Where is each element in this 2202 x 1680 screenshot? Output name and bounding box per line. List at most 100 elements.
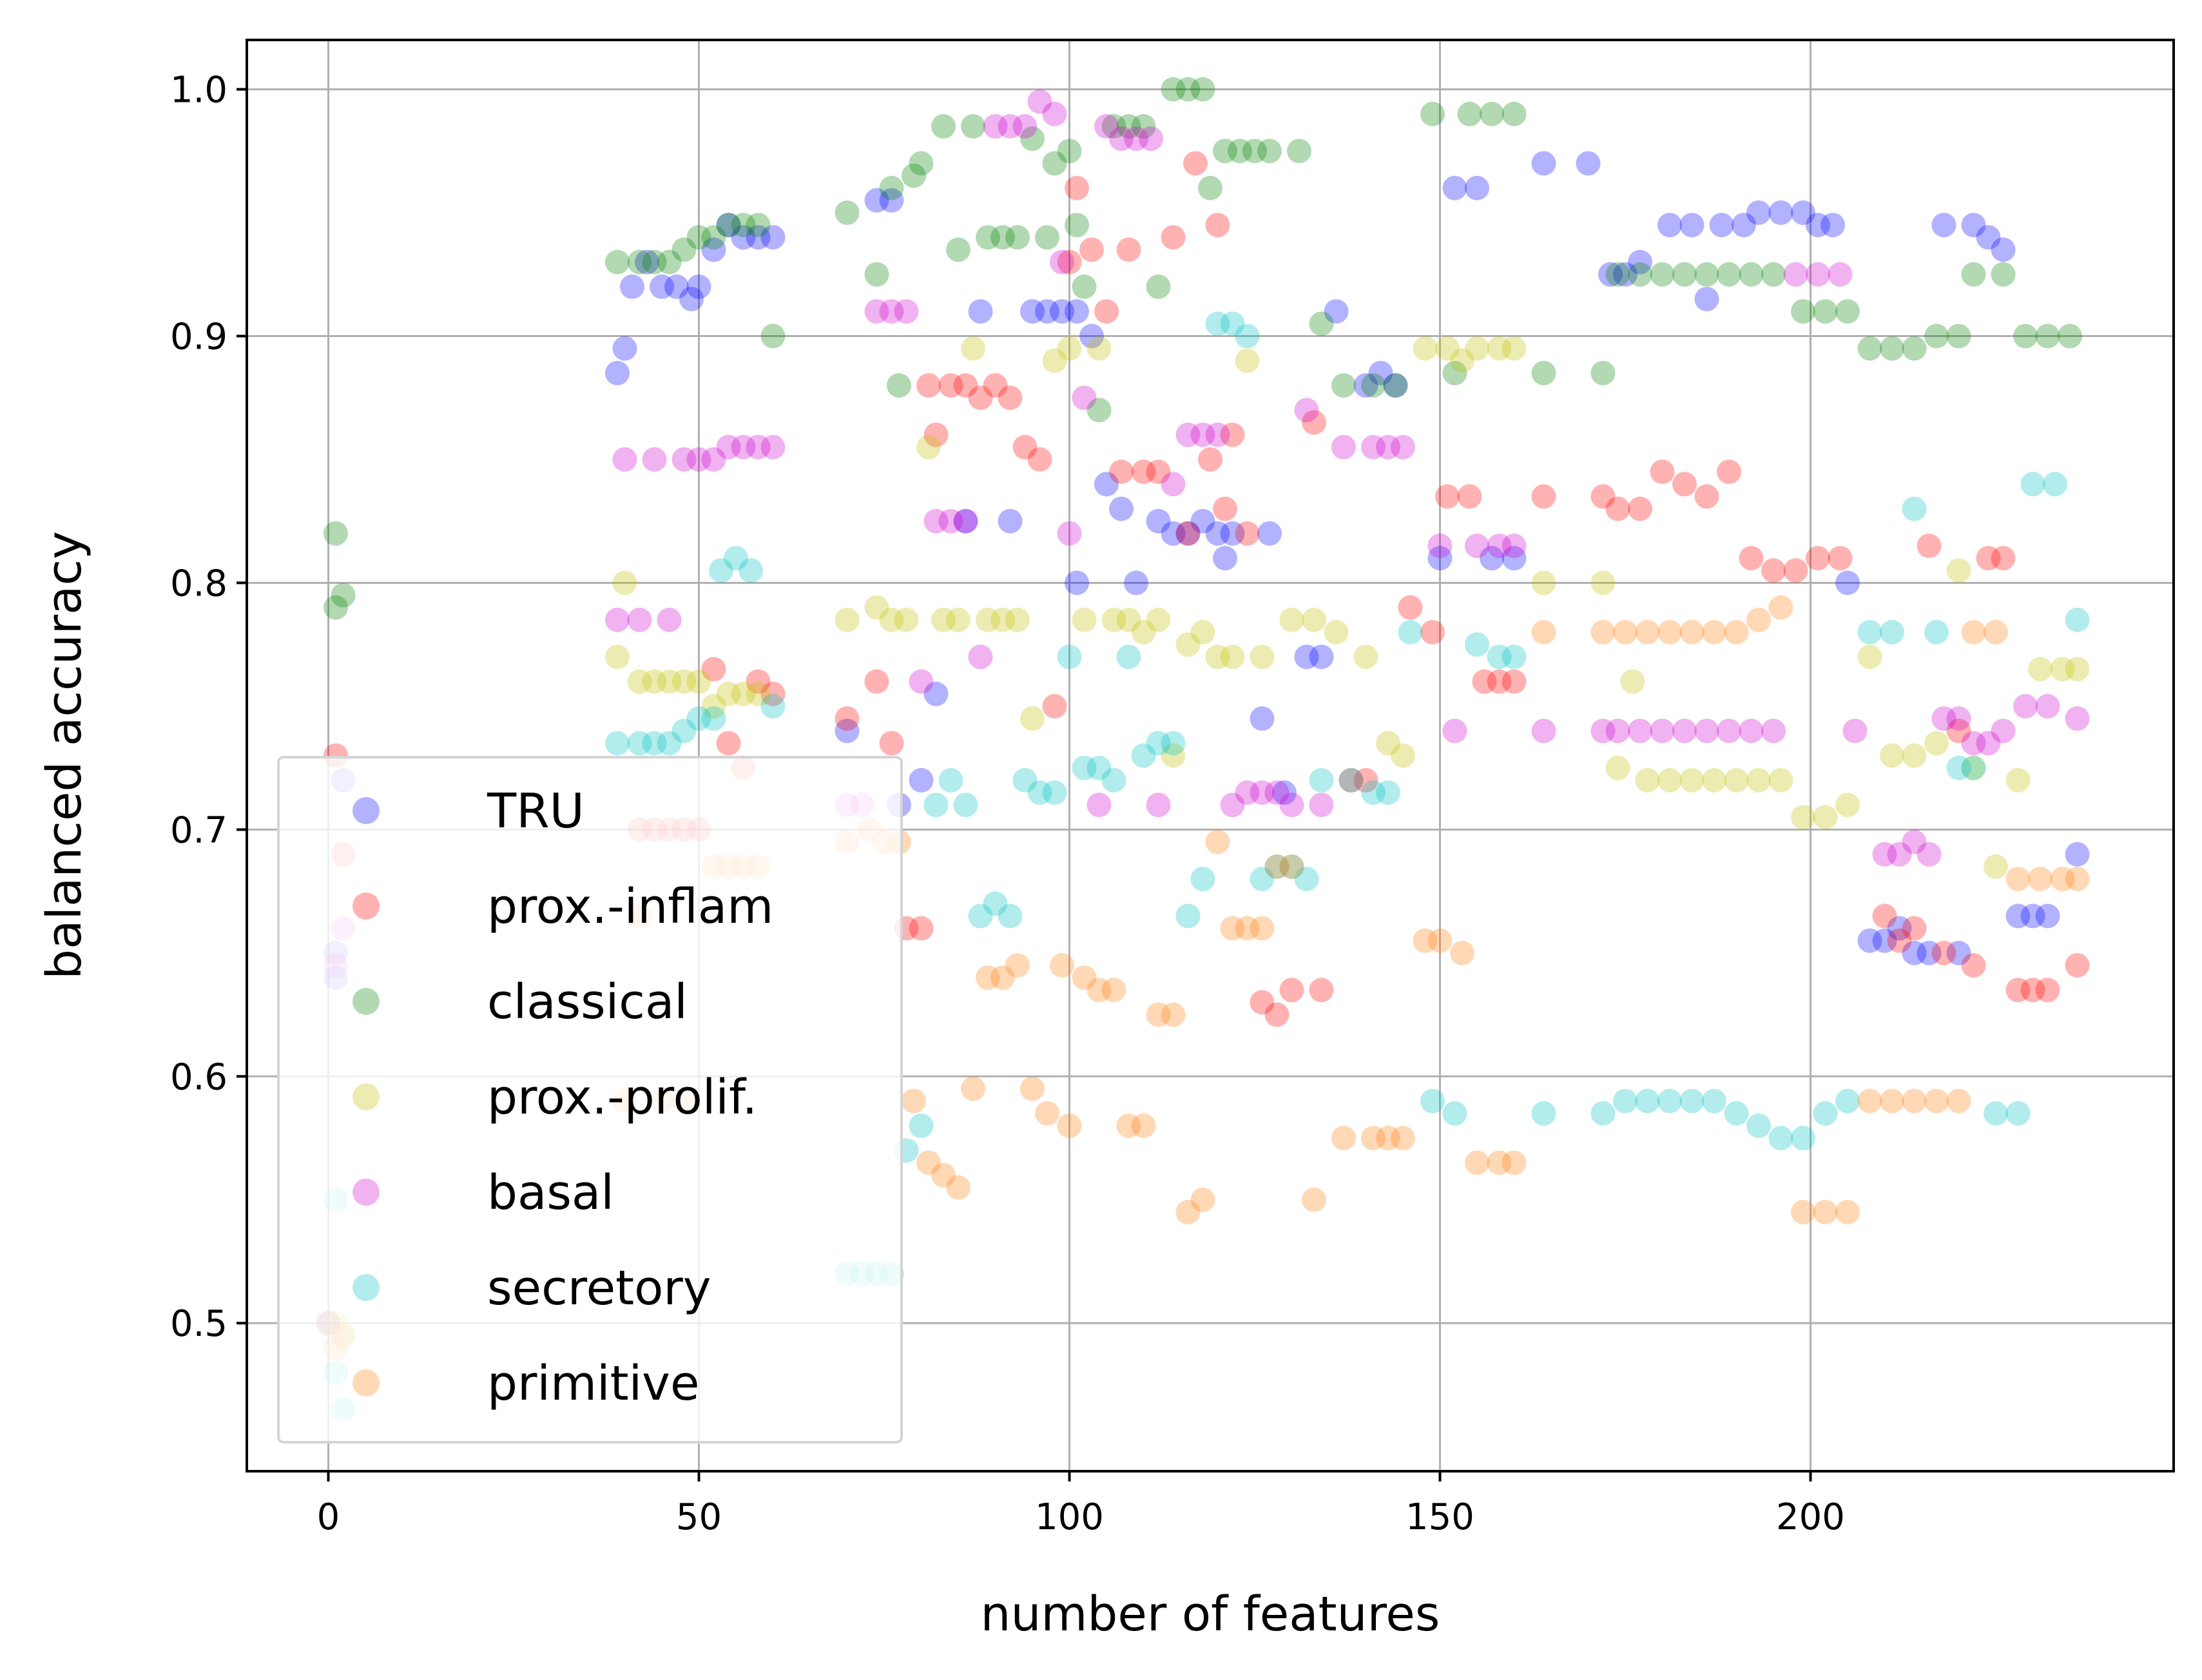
data-point	[916, 434, 941, 459]
data-point	[701, 237, 726, 262]
data-point	[1116, 1113, 1141, 1138]
data-point	[731, 213, 756, 238]
data-point	[760, 681, 786, 706]
data-point	[1746, 1113, 1771, 1138]
data-point	[998, 385, 1023, 410]
data-point	[923, 793, 949, 818]
data-point	[1590, 719, 1616, 744]
data-point	[983, 373, 1008, 398]
data-point	[1502, 644, 1527, 670]
data-point	[1146, 1002, 1171, 1027]
data-point	[1302, 607, 1326, 632]
data-point	[1465, 175, 1489, 200]
data-point	[1657, 768, 1682, 793]
data-point	[1835, 1088, 1860, 1114]
data-point	[1435, 484, 1460, 509]
data-point	[1590, 484, 1616, 509]
data-point	[1057, 521, 1082, 546]
data-point	[1220, 916, 1245, 941]
data-point	[879, 731, 904, 756]
data-point	[968, 903, 993, 929]
data-point	[1783, 558, 1808, 583]
data-point	[1605, 262, 1630, 287]
data-point	[1902, 743, 1927, 768]
data-point	[1087, 755, 1112, 780]
data-point	[1590, 1101, 1616, 1126]
data-point	[1783, 262, 1808, 287]
data-point	[1331, 373, 1356, 398]
data-point	[760, 693, 786, 719]
data-point	[1087, 398, 1112, 423]
data-point	[1183, 151, 1208, 176]
data-point	[627, 249, 652, 275]
data-point	[1020, 126, 1045, 151]
data-point	[627, 731, 652, 756]
data-point	[1279, 854, 1304, 879]
data-point	[642, 669, 667, 694]
data-point	[1924, 731, 1949, 756]
data-point	[1761, 719, 1786, 744]
data-points	[316, 77, 2090, 1422]
data-point	[1057, 249, 1082, 275]
data-point	[612, 447, 637, 472]
data-point	[2035, 693, 2060, 719]
data-point	[1420, 1088, 1445, 1114]
data-point	[1190, 422, 1215, 447]
data-point	[998, 114, 1023, 139]
data-point	[686, 274, 711, 299]
data-point	[1531, 570, 1556, 595]
series-prox-inflam	[324, 151, 2090, 1027]
data-point	[1220, 311, 1245, 336]
x-tick-label: 150	[1405, 1496, 1474, 1538]
data-point	[1842, 719, 1868, 744]
legend-marker	[353, 1179, 380, 1206]
data-point	[605, 644, 630, 670]
data-point	[1175, 521, 1201, 546]
data-point	[1887, 916, 1912, 941]
x-tick-label: 100	[1035, 1496, 1104, 1538]
data-point	[1309, 311, 1334, 336]
data-point	[1628, 719, 1652, 744]
data-point	[1976, 731, 2001, 756]
data-point	[968, 644, 993, 670]
data-point	[716, 681, 741, 706]
data-point	[1427, 534, 1453, 559]
data-point	[2065, 657, 2090, 682]
data-point	[864, 595, 889, 620]
data-point	[1020, 1076, 1045, 1101]
data-point	[731, 225, 756, 250]
data-point	[1635, 768, 1660, 793]
data-point	[1376, 1126, 1400, 1151]
data-point	[1235, 348, 1260, 373]
data-point	[1650, 262, 1675, 287]
data-point	[2005, 1101, 2031, 1126]
data-point	[1902, 1088, 1927, 1114]
data-point	[1628, 249, 1652, 275]
data-point	[1717, 719, 1741, 744]
data-point	[1450, 348, 1474, 373]
legend-label: secretory	[487, 1260, 711, 1316]
data-point	[1057, 1113, 1082, 1138]
data-point	[1012, 768, 1038, 793]
data-point	[2065, 952, 2090, 978]
data-point	[916, 1150, 941, 1175]
data-point	[1768, 1126, 1793, 1151]
data-point	[1420, 101, 1445, 126]
data-point	[1946, 755, 1971, 780]
data-point	[1835, 299, 1860, 324]
data-point	[1917, 842, 1942, 867]
data-point	[1175, 903, 1201, 929]
data-point	[1131, 620, 1156, 645]
data-point	[1872, 928, 1897, 953]
data-point	[2005, 866, 2031, 891]
data-point	[1109, 126, 1134, 151]
data-point	[1857, 928, 1882, 953]
data-point	[983, 891, 1008, 916]
data-point	[1576, 151, 1601, 176]
data-point	[1702, 768, 1726, 793]
data-point	[1657, 620, 1682, 645]
data-point	[716, 213, 741, 238]
data-point	[2005, 978, 2031, 1003]
data-point	[998, 508, 1023, 534]
